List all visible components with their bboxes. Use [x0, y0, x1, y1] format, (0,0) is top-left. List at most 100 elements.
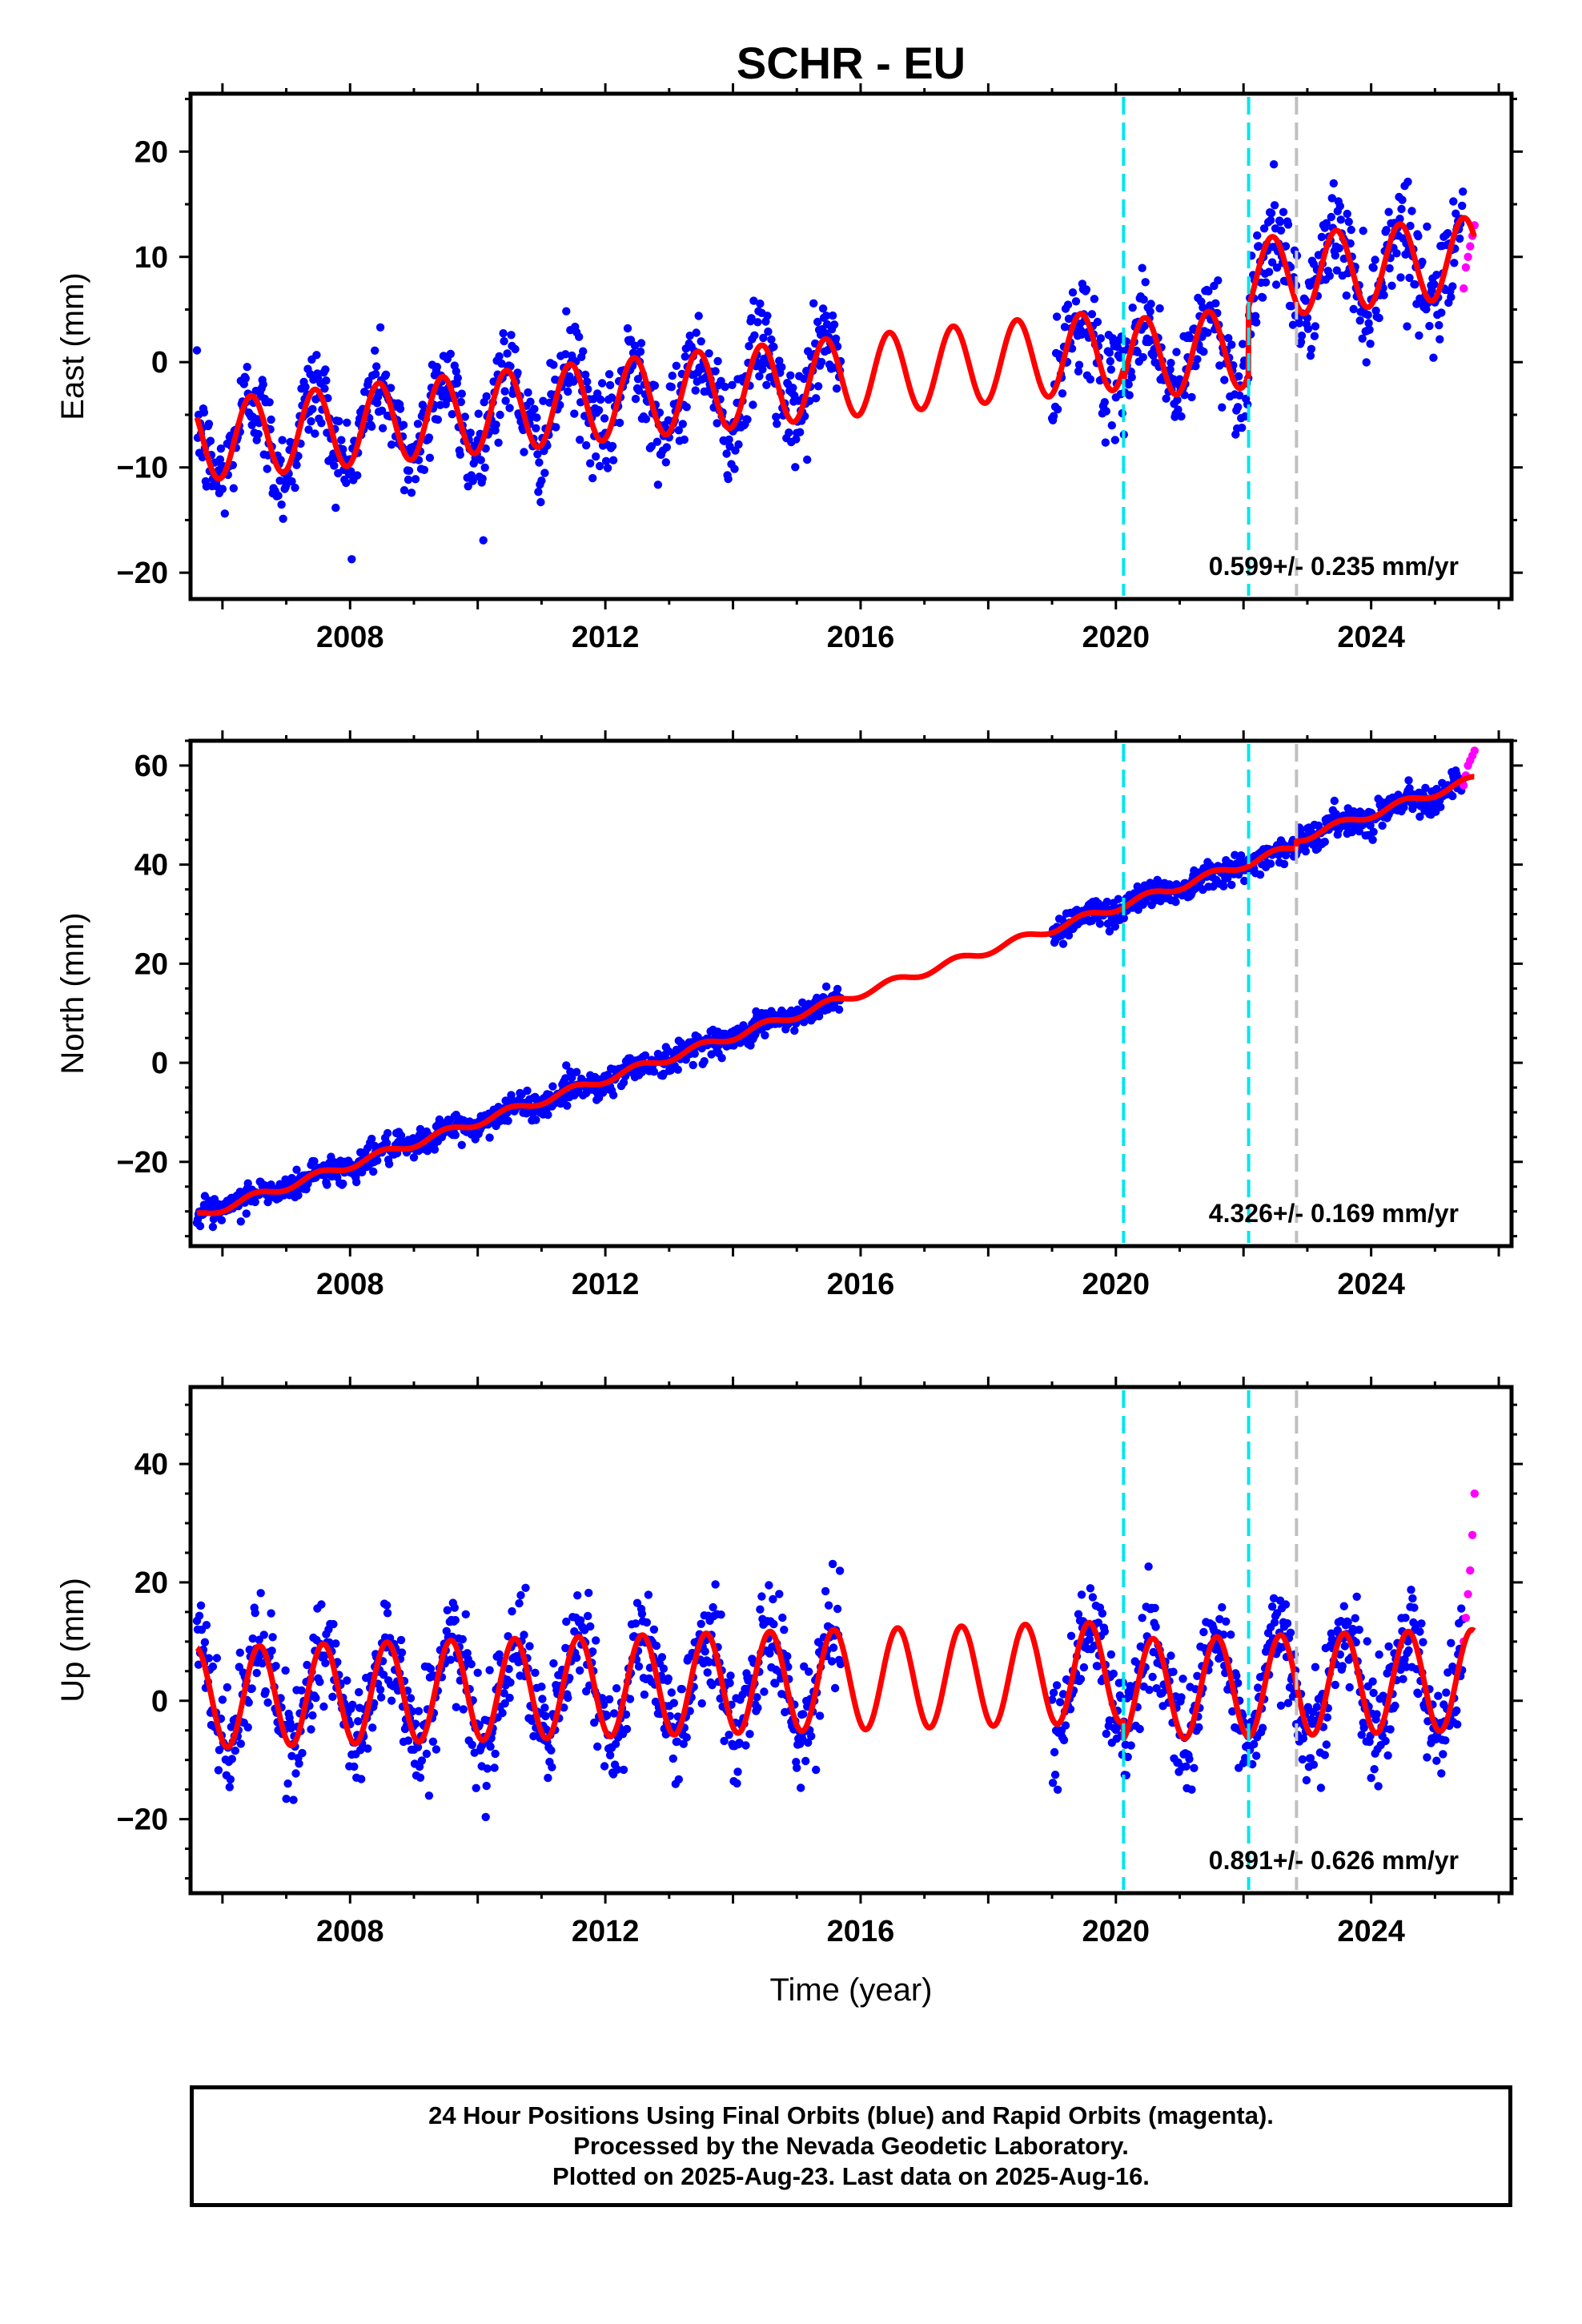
footer-caption-box: 24 Hour Positions Using Final Orbits (bl… [190, 2085, 1512, 2207]
data-point [1071, 297, 1081, 306]
y-tick-label: 40 [135, 849, 168, 883]
data-point [773, 420, 781, 428]
data-point [259, 380, 267, 389]
data-point [711, 367, 720, 376]
data-point [1343, 1618, 1352, 1626]
data-point [367, 1134, 376, 1144]
data-point [1101, 438, 1110, 447]
data-point [278, 436, 287, 444]
data-point [1276, 226, 1286, 235]
data-point [1403, 322, 1411, 331]
data-point [1195, 1723, 1203, 1732]
data-point [1414, 231, 1423, 241]
data-point [756, 1605, 765, 1614]
data-point [1384, 207, 1393, 216]
data-point [1363, 311, 1372, 320]
data-point [1193, 355, 1202, 364]
data-point [1053, 405, 1062, 414]
data-point [453, 373, 462, 383]
data-point [1312, 1703, 1322, 1711]
data-point [1177, 412, 1186, 421]
data-point [1436, 802, 1445, 811]
data-point [265, 398, 274, 407]
data-point [1144, 1562, 1153, 1571]
data-point [703, 1668, 712, 1677]
data-point [791, 463, 800, 472]
data-point [247, 1684, 256, 1693]
data-point [821, 982, 831, 991]
data-point [1267, 258, 1277, 267]
data-point [818, 304, 828, 313]
data-point [631, 394, 640, 404]
data-point [1060, 323, 1070, 332]
data-point [1218, 1602, 1227, 1612]
data-point [1310, 332, 1319, 340]
data-point [1306, 352, 1315, 360]
data-point [1301, 296, 1311, 305]
data-point [504, 1116, 512, 1125]
data-point [594, 406, 604, 415]
data-point [499, 329, 508, 338]
data-point [640, 1051, 650, 1060]
data-point [371, 346, 379, 355]
data-point [1146, 307, 1154, 316]
data-point [1067, 344, 1077, 353]
data-point [1082, 285, 1091, 294]
data-point [267, 1609, 275, 1618]
data-point [215, 455, 225, 464]
data-point [310, 1156, 319, 1166]
data-point [1053, 1785, 1062, 1794]
x-tick-label: 2012 [572, 1268, 640, 1301]
data-point [1349, 304, 1358, 314]
data-point [1378, 821, 1387, 830]
data-point [1414, 1689, 1423, 1699]
data-point [1095, 919, 1105, 928]
data-point [767, 335, 776, 344]
data-point [573, 1591, 582, 1600]
data-point [600, 414, 609, 423]
data-point [1261, 278, 1271, 287]
data-point [1052, 1681, 1062, 1690]
data-point [212, 1654, 222, 1663]
data-point [495, 352, 504, 361]
data-point [1351, 1614, 1359, 1622]
data-point [1191, 362, 1200, 371]
data-point [1110, 436, 1120, 444]
data-point [790, 1026, 799, 1035]
data-point [263, 464, 271, 473]
data-point [263, 1698, 272, 1707]
data-point [267, 1647, 276, 1655]
data-point [223, 1683, 231, 1692]
data-point [414, 1707, 424, 1715]
data-point [500, 336, 508, 346]
data-point [196, 1601, 206, 1610]
data-point [282, 1795, 291, 1803]
data-point [595, 461, 604, 471]
data-point [576, 1666, 584, 1675]
data-point [331, 1639, 340, 1648]
data-point [711, 1580, 720, 1589]
plot-frame [188, 91, 1514, 601]
data-point [1139, 295, 1148, 304]
data-point [430, 1145, 440, 1154]
data-point [829, 320, 839, 329]
data-point [496, 410, 504, 420]
data-point [242, 1209, 251, 1218]
data-point [1311, 1663, 1320, 1671]
data-point [540, 1703, 549, 1712]
data-point [532, 1116, 540, 1124]
data-point [478, 474, 487, 483]
data-point [1371, 255, 1379, 264]
data-point [516, 1590, 525, 1600]
data-point [432, 363, 442, 372]
data-point [1155, 304, 1164, 313]
data-point [1442, 1688, 1451, 1697]
data-point [1162, 394, 1170, 403]
data-point [328, 1692, 337, 1701]
data-point [217, 1216, 227, 1224]
data-point [451, 1131, 460, 1140]
y-axis-label: North (mm) [55, 912, 90, 1074]
data-point [1322, 1740, 1331, 1749]
data-point [581, 370, 590, 380]
data-point [1049, 412, 1058, 420]
